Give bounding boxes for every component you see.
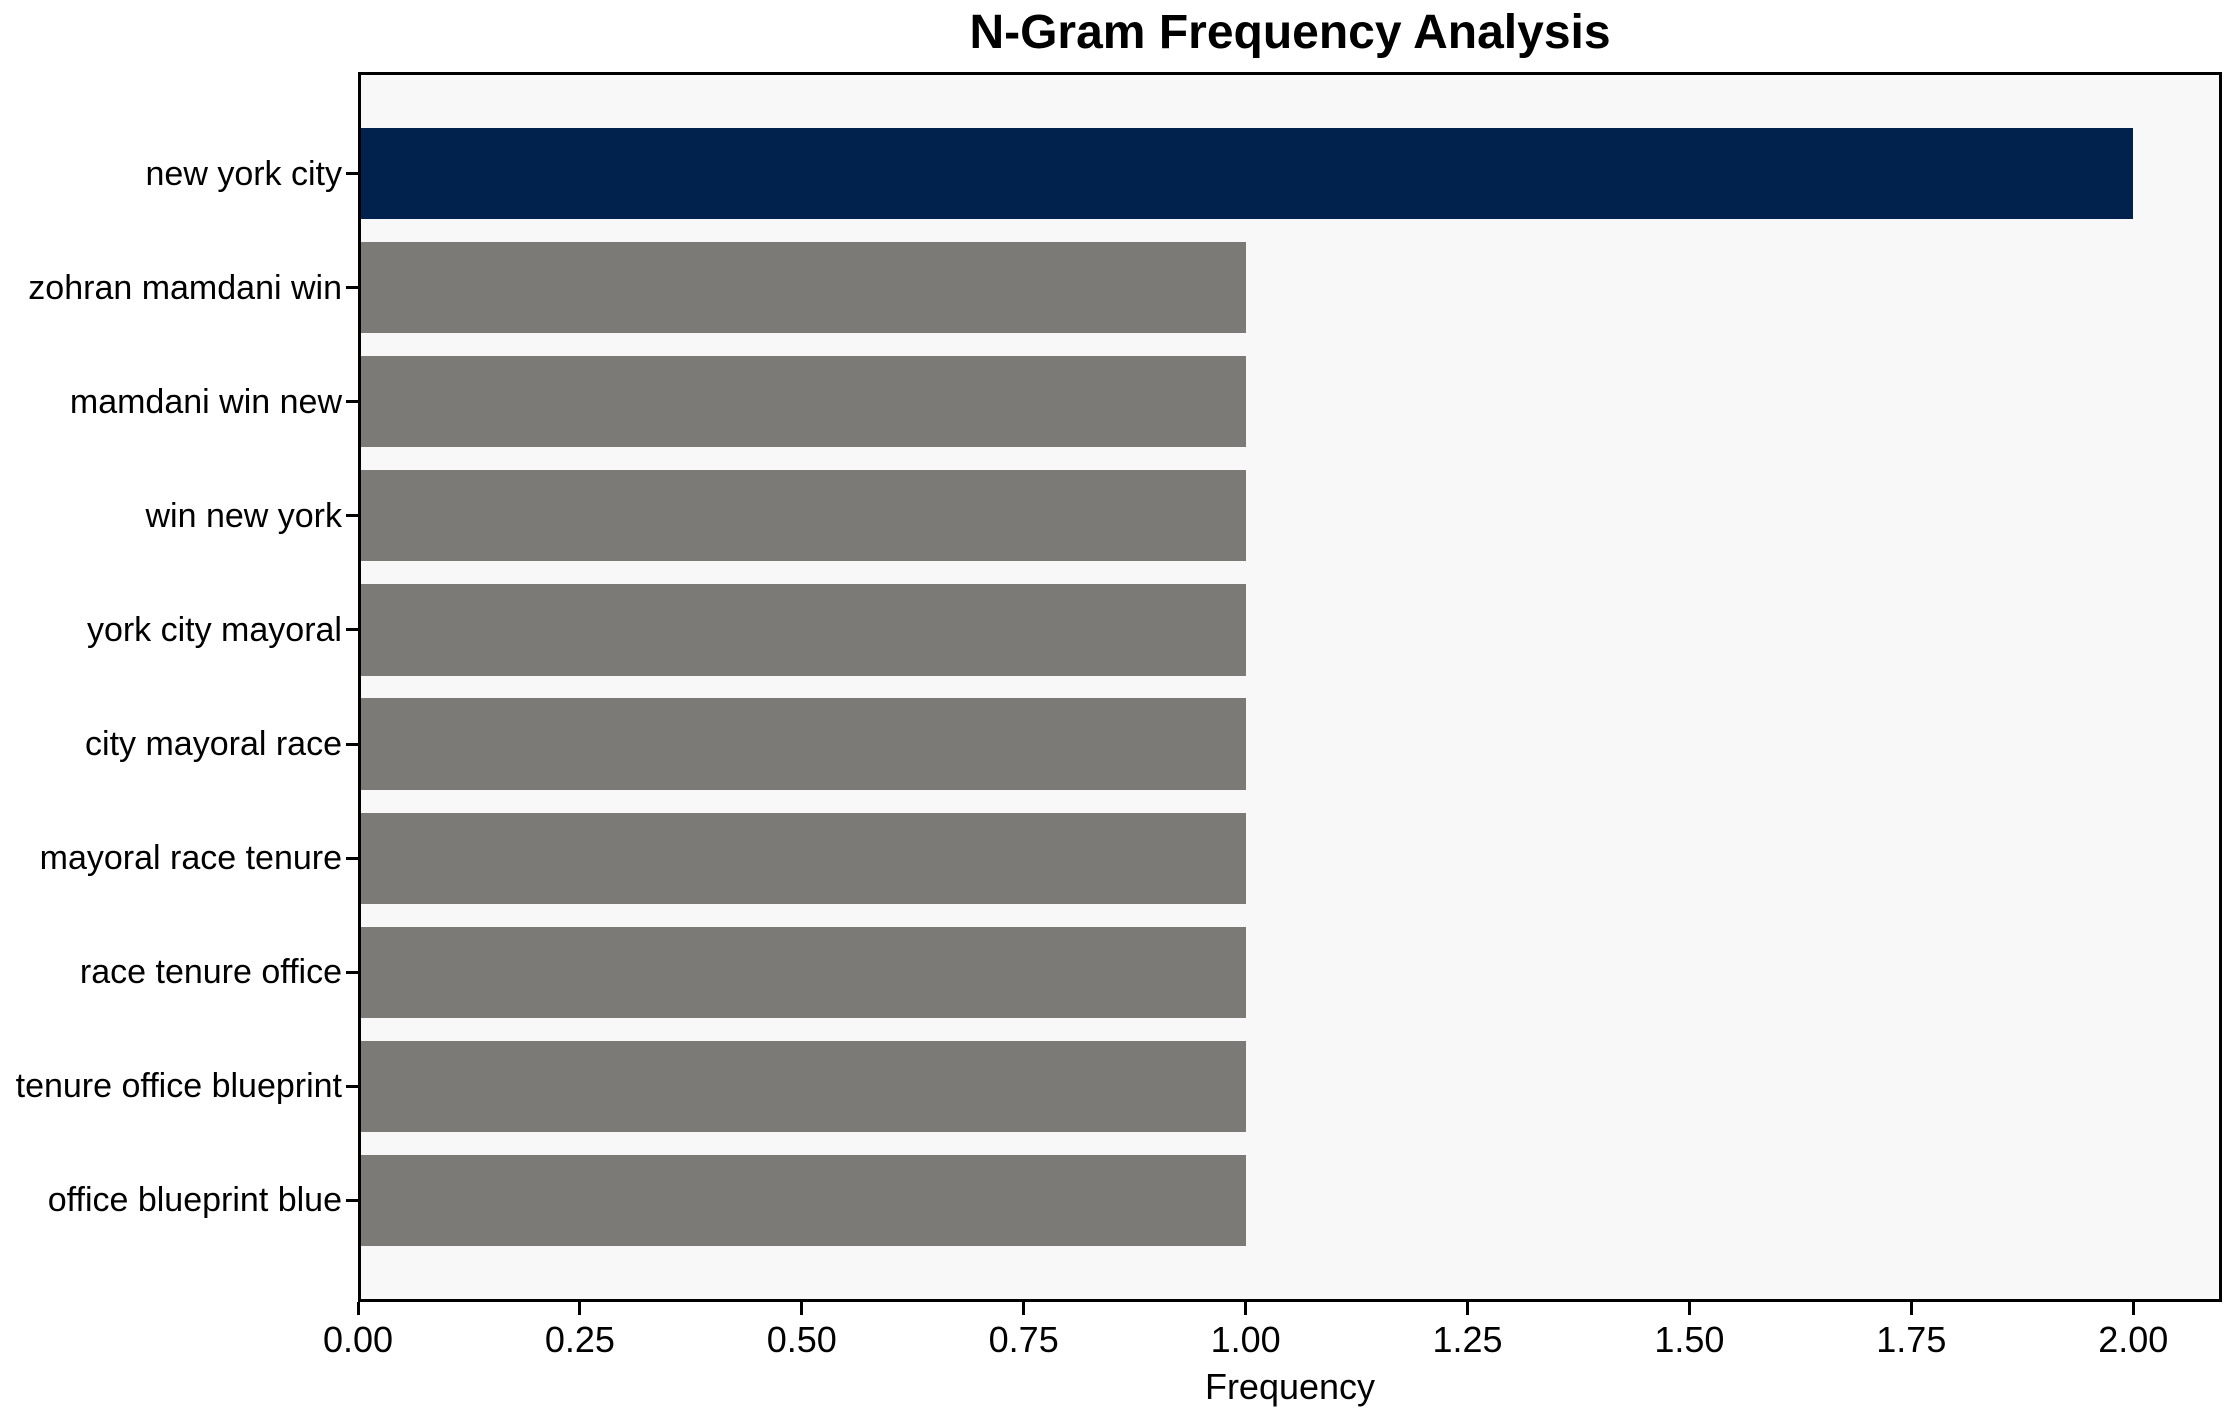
x-tick-label: 1.50 bbox=[1654, 1319, 1725, 1360]
y-tick-label: mayoral race tenure bbox=[39, 839, 342, 878]
x-tick-label: 0.75 bbox=[988, 1319, 1059, 1360]
y-tick-mark bbox=[346, 1198, 358, 1202]
y-tick-mark bbox=[346, 742, 358, 746]
y-tick-mark bbox=[346, 514, 358, 518]
y-tick-label: mamdani win new bbox=[69, 382, 342, 421]
bar bbox=[358, 584, 1246, 676]
y-tick-label: new york city bbox=[145, 154, 343, 193]
bar bbox=[358, 127, 2134, 220]
x-tick-label: 0.50 bbox=[766, 1319, 837, 1360]
bar bbox=[358, 242, 1246, 334]
bar bbox=[358, 1154, 1246, 1247]
plot-area bbox=[358, 72, 2222, 1302]
y-tick-label: win new york bbox=[145, 496, 342, 535]
y-tick-mark bbox=[346, 628, 358, 632]
y-tick-mark bbox=[346, 856, 358, 860]
x-tick-mark bbox=[1244, 1302, 1248, 1315]
y-tick-label: york city mayoral bbox=[86, 610, 342, 649]
x-tick-mark bbox=[1687, 1302, 1691, 1315]
x-tick-label: 0.25 bbox=[544, 1319, 615, 1360]
x-tick-label: 1.00 bbox=[1210, 1319, 1281, 1360]
x-tick-label: 0.00 bbox=[322, 1319, 394, 1360]
bar bbox=[358, 1040, 1246, 1132]
x-tick-label: 1.75 bbox=[1876, 1319, 1947, 1360]
y-tick-label: office blueprint blue bbox=[47, 1181, 342, 1220]
bar bbox=[358, 356, 1246, 448]
y-tick-label: city mayoral race bbox=[85, 725, 342, 764]
y-tick-label: race tenure office bbox=[79, 953, 342, 992]
x-tick-mark bbox=[578, 1302, 582, 1315]
y-tick-mark bbox=[346, 400, 358, 404]
y-tick-mark bbox=[346, 172, 358, 176]
x-tick-label: 2.00 bbox=[2098, 1319, 2169, 1360]
x-tick-mark bbox=[1909, 1302, 1913, 1315]
x-tick-label: 1.25 bbox=[1432, 1319, 1503, 1360]
y-tick-mark bbox=[346, 1084, 358, 1088]
bar bbox=[358, 698, 1246, 790]
bar bbox=[358, 812, 1246, 904]
x-tick-mark bbox=[800, 1302, 804, 1315]
bar bbox=[358, 470, 1246, 562]
x-axis-title: Frequency bbox=[1204, 1366, 1376, 1407]
x-tick-mark bbox=[356, 1302, 360, 1315]
y-tick-mark bbox=[346, 970, 358, 974]
y-tick-mark bbox=[346, 286, 358, 290]
y-tick-label: tenure office blueprint bbox=[15, 1067, 342, 1106]
chart-title: N-Gram Frequency Analysis bbox=[969, 6, 1611, 59]
x-tick-mark bbox=[1022, 1302, 1026, 1315]
x-tick-mark bbox=[1466, 1302, 1470, 1315]
bar bbox=[358, 926, 1246, 1018]
y-tick-label: zohran mamdani win bbox=[28, 268, 342, 307]
x-tick-mark bbox=[2131, 1302, 2135, 1315]
